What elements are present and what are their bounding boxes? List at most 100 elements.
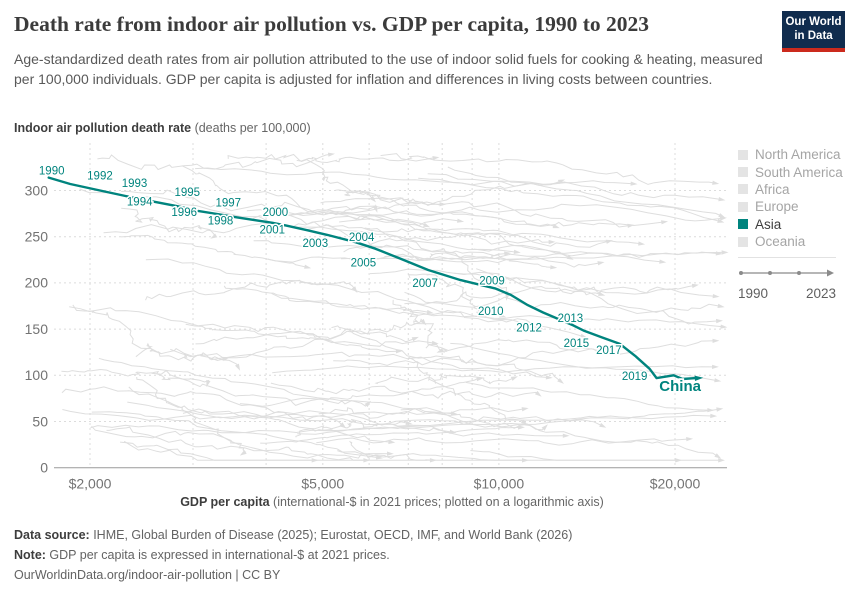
background-line-arrow-icon [499, 313, 507, 318]
timeline-control[interactable]: 1990 2023 [738, 257, 836, 301]
background-line [61, 386, 344, 426]
background-line-arrow-icon [420, 318, 427, 326]
background-line [344, 191, 442, 206]
china-entity-label[interactable]: China [658, 376, 704, 397]
year-label-2013: 2013 [558, 313, 584, 325]
logo-red-bar [782, 48, 845, 52]
background-line [320, 197, 631, 228]
gridlines [54, 143, 727, 469]
timeline-arrowhead-icon [827, 269, 834, 277]
year-label-2009: 2009 [479, 275, 505, 287]
background-line-arrow-icon [505, 293, 510, 301]
background-line [270, 382, 539, 399]
background-line-arrow-icon [450, 411, 458, 416]
y-tick-label: 300 [25, 182, 49, 198]
background-line-arrow-icon [557, 179, 565, 184]
year-label-2003: 2003 [303, 238, 329, 250]
background-line-arrow-icon [714, 378, 722, 383]
timeline-end-year[interactable]: 2023 [805, 286, 836, 301]
legend-item-south-america[interactable]: South America [738, 163, 843, 180]
year-label-1998: 1998 [208, 215, 234, 227]
footer-note-text: GDP per capita is expressed in internati… [45, 548, 390, 562]
footer-source-label: Data source: [14, 528, 90, 542]
background-line [427, 173, 722, 200]
background-line [267, 252, 662, 263]
background-line-arrow-icon [675, 458, 682, 463]
background-line [392, 299, 448, 353]
background-line [79, 188, 517, 253]
background-line-arrow-icon [235, 363, 241, 371]
legend-item-north-america[interactable]: North America [738, 146, 843, 163]
timeline-dot-mid2[interactable] [797, 271, 801, 275]
legend-item-oceania[interactable]: Oceania [738, 233, 843, 250]
year-label-2005: 2005 [351, 258, 377, 270]
background-line [409, 311, 724, 328]
background-line-arrow-icon [718, 197, 726, 202]
background-line-arrow-icon [691, 283, 699, 289]
background-line [120, 441, 315, 461]
background-line-arrow-icon [552, 223, 560, 229]
china-line[interactable] [47, 176, 697, 381]
background-line-arrow-icon [718, 213, 726, 218]
background-line [473, 244, 719, 258]
background-line [195, 167, 634, 186]
background-line [69, 306, 435, 347]
background-line-arrow-icon [373, 205, 378, 213]
legend-item-label: North America [755, 147, 841, 163]
year-label-2015: 2015 [564, 338, 590, 350]
background-line [407, 273, 503, 318]
background-line [210, 318, 424, 361]
owid-logo-text: Our World in Data [782, 11, 845, 48]
year-label-1993: 1993 [122, 178, 148, 190]
background-line-arrow-icon [715, 251, 723, 256]
background-line-arrow-icon [369, 195, 376, 203]
y-axis-title-rest: (deaths per 100,000) [191, 121, 311, 135]
background-line [246, 209, 552, 245]
background-line [239, 378, 480, 407]
background-line [295, 418, 409, 438]
background-line-arrow-icon [239, 450, 247, 456]
timeline-dot-mid1[interactable] [768, 271, 772, 275]
background-line-arrow-icon [712, 180, 720, 185]
timeline-start-year[interactable]: 1990 [738, 286, 769, 301]
background-line-arrow-icon [717, 218, 725, 223]
timeline-dot-start[interactable] [739, 271, 743, 275]
background-line [227, 153, 374, 200]
legend-item-asia[interactable]: Asia [738, 216, 843, 233]
background-line-arrow-icon [557, 378, 564, 384]
background-line-arrow-icon [327, 152, 335, 157]
legend-item-africa[interactable]: Africa [738, 181, 843, 198]
background-line [316, 437, 689, 446]
background-line-arrow-icon [597, 261, 605, 266]
background-line [296, 155, 436, 164]
legend-item-label: Africa [755, 181, 790, 197]
background-line [151, 369, 369, 407]
background-line-arrow-icon [599, 422, 607, 428]
background-line [127, 401, 566, 437]
background-line-arrow-icon [550, 265, 558, 270]
year-label-2001: 2001 [259, 225, 285, 237]
owid-logo[interactable]: Our World in Data [782, 11, 845, 52]
background-line-arrow-icon [304, 264, 312, 269]
background-line-arrow-icon [638, 241, 646, 246]
background-line [306, 224, 609, 248]
footer-source-text: IHME, Global Burden of Disease (2025); E… [89, 528, 573, 542]
timeline-track-svg[interactable] [738, 267, 836, 279]
background-line-arrow-icon [426, 309, 434, 315]
y-tick-label: 200 [25, 275, 49, 291]
background-line-arrow-icon [537, 325, 545, 330]
background-line-arrow-icon [566, 254, 574, 260]
legend-item-europe[interactable]: Europe [738, 198, 843, 215]
y-tick-label: 50 [32, 413, 48, 429]
footer-source: Data source: IHME, Global Burden of Dise… [14, 528, 572, 542]
background-line [223, 285, 430, 313]
background-line [121, 189, 427, 227]
background-line [170, 348, 549, 378]
background-line-arrow-icon [476, 376, 484, 382]
background-line-arrow-icon [432, 156, 440, 161]
background-line [288, 214, 601, 268]
background-line [324, 210, 664, 227]
background-line [72, 304, 226, 362]
footer-link[interactable]: OurWorldinData.org/indoor-air-pollution … [14, 568, 281, 582]
